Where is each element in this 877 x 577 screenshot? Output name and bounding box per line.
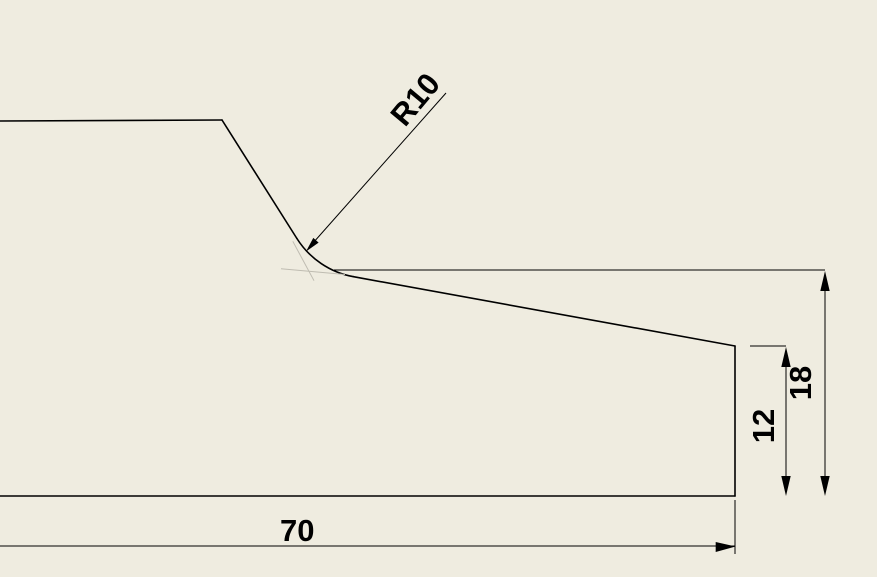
svg-text:18: 18 [783,366,818,400]
svg-text:12: 12 [746,409,781,443]
svg-text:70: 70 [280,513,314,548]
